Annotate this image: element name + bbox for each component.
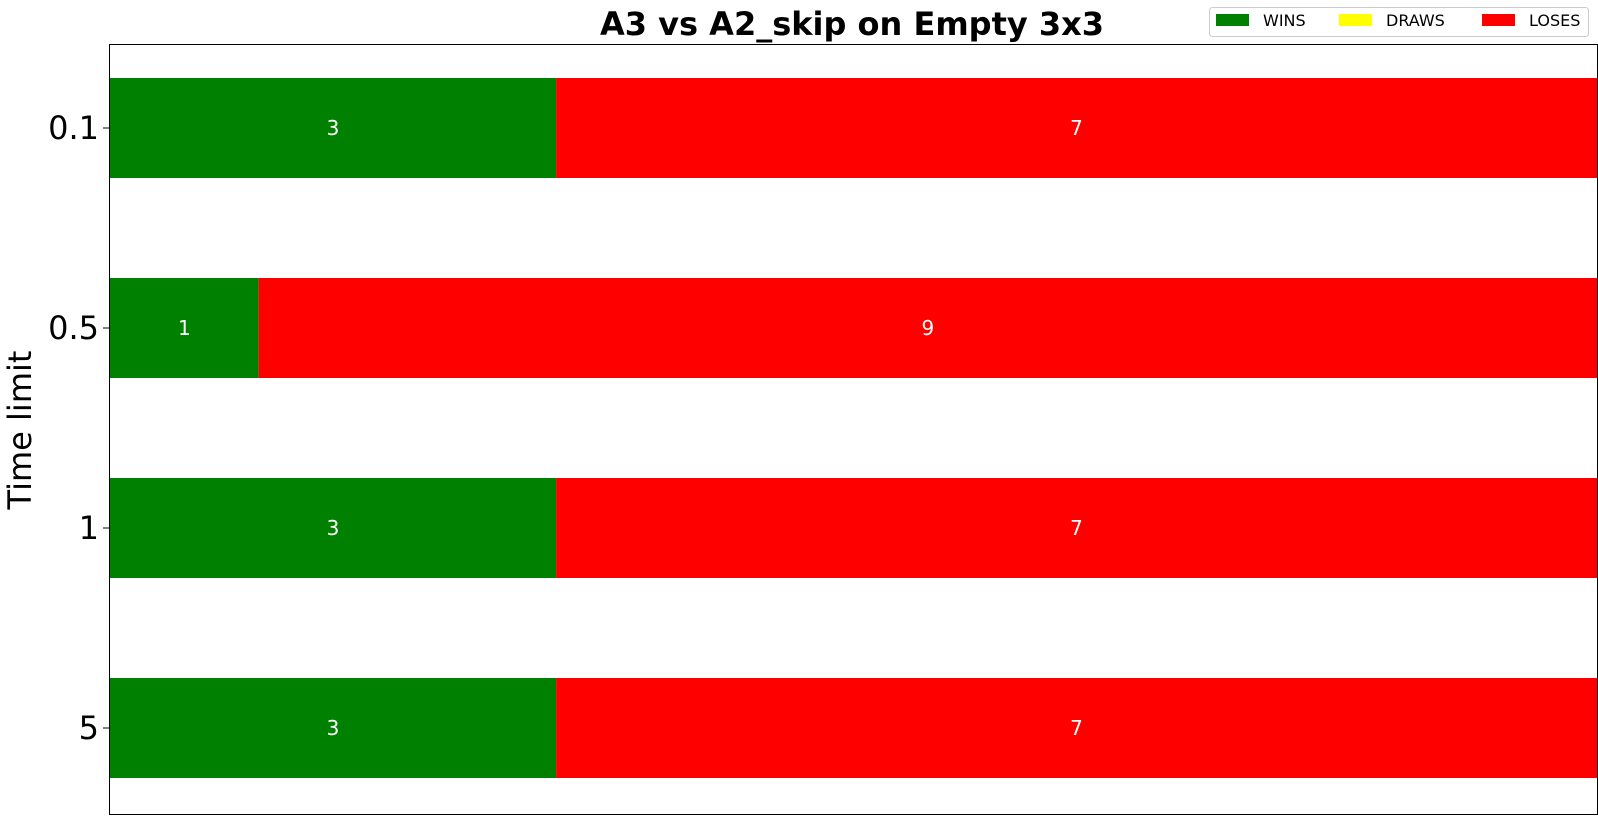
bar-label-loses-0: 7 bbox=[1070, 116, 1083, 140]
bar-wins-1 bbox=[110, 278, 259, 378]
legend-label-wins: WINS bbox=[1263, 11, 1306, 30]
bar-wins-0 bbox=[110, 78, 557, 178]
bar-label-wins-3: 3 bbox=[327, 716, 340, 740]
legend-label-loses: LOSES bbox=[1529, 11, 1580, 30]
bar-label-loses-1: 9 bbox=[921, 316, 934, 340]
y-axis-label: Time limit bbox=[1, 351, 39, 511]
bar-label-wins-0: 3 bbox=[327, 116, 340, 140]
bar-wins-2 bbox=[110, 478, 557, 578]
legend-swatch-loses bbox=[1482, 14, 1515, 26]
y-tick-label-1: 0.5 bbox=[48, 309, 99, 347]
legend-swatch-wins bbox=[1216, 14, 1249, 26]
bar-loses-2 bbox=[556, 478, 1597, 578]
y-tick-label-3: 5 bbox=[79, 709, 99, 747]
y-tick-label-2: 1 bbox=[79, 509, 99, 547]
bar-loses-1 bbox=[258, 278, 1598, 378]
legend-label-draws: DRAWS bbox=[1386, 11, 1445, 30]
bar-labels-group: 3 7 1 9 3 7 3 7 bbox=[178, 116, 1083, 740]
bar-wins-3 bbox=[110, 678, 557, 778]
chart-title: A3 vs A2_skip on Empty 3x3 bbox=[600, 5, 1104, 43]
y-tick-label-0: 0.1 bbox=[48, 109, 99, 147]
bar-label-wins-2: 3 bbox=[327, 516, 340, 540]
y-ticks-group: 0.1 0.5 1 5 bbox=[48, 109, 110, 747]
bar-label-wins-1: 1 bbox=[178, 316, 191, 340]
bar-label-loses-2: 7 bbox=[1070, 516, 1083, 540]
bars-group bbox=[110, 78, 1598, 778]
bar-label-loses-3: 7 bbox=[1070, 716, 1083, 740]
legend-swatch-draws bbox=[1339, 14, 1372, 26]
legend: WINS DRAWS LOSES bbox=[1209, 7, 1589, 37]
bar-loses-3 bbox=[556, 678, 1597, 778]
bar-loses-0 bbox=[556, 78, 1597, 178]
